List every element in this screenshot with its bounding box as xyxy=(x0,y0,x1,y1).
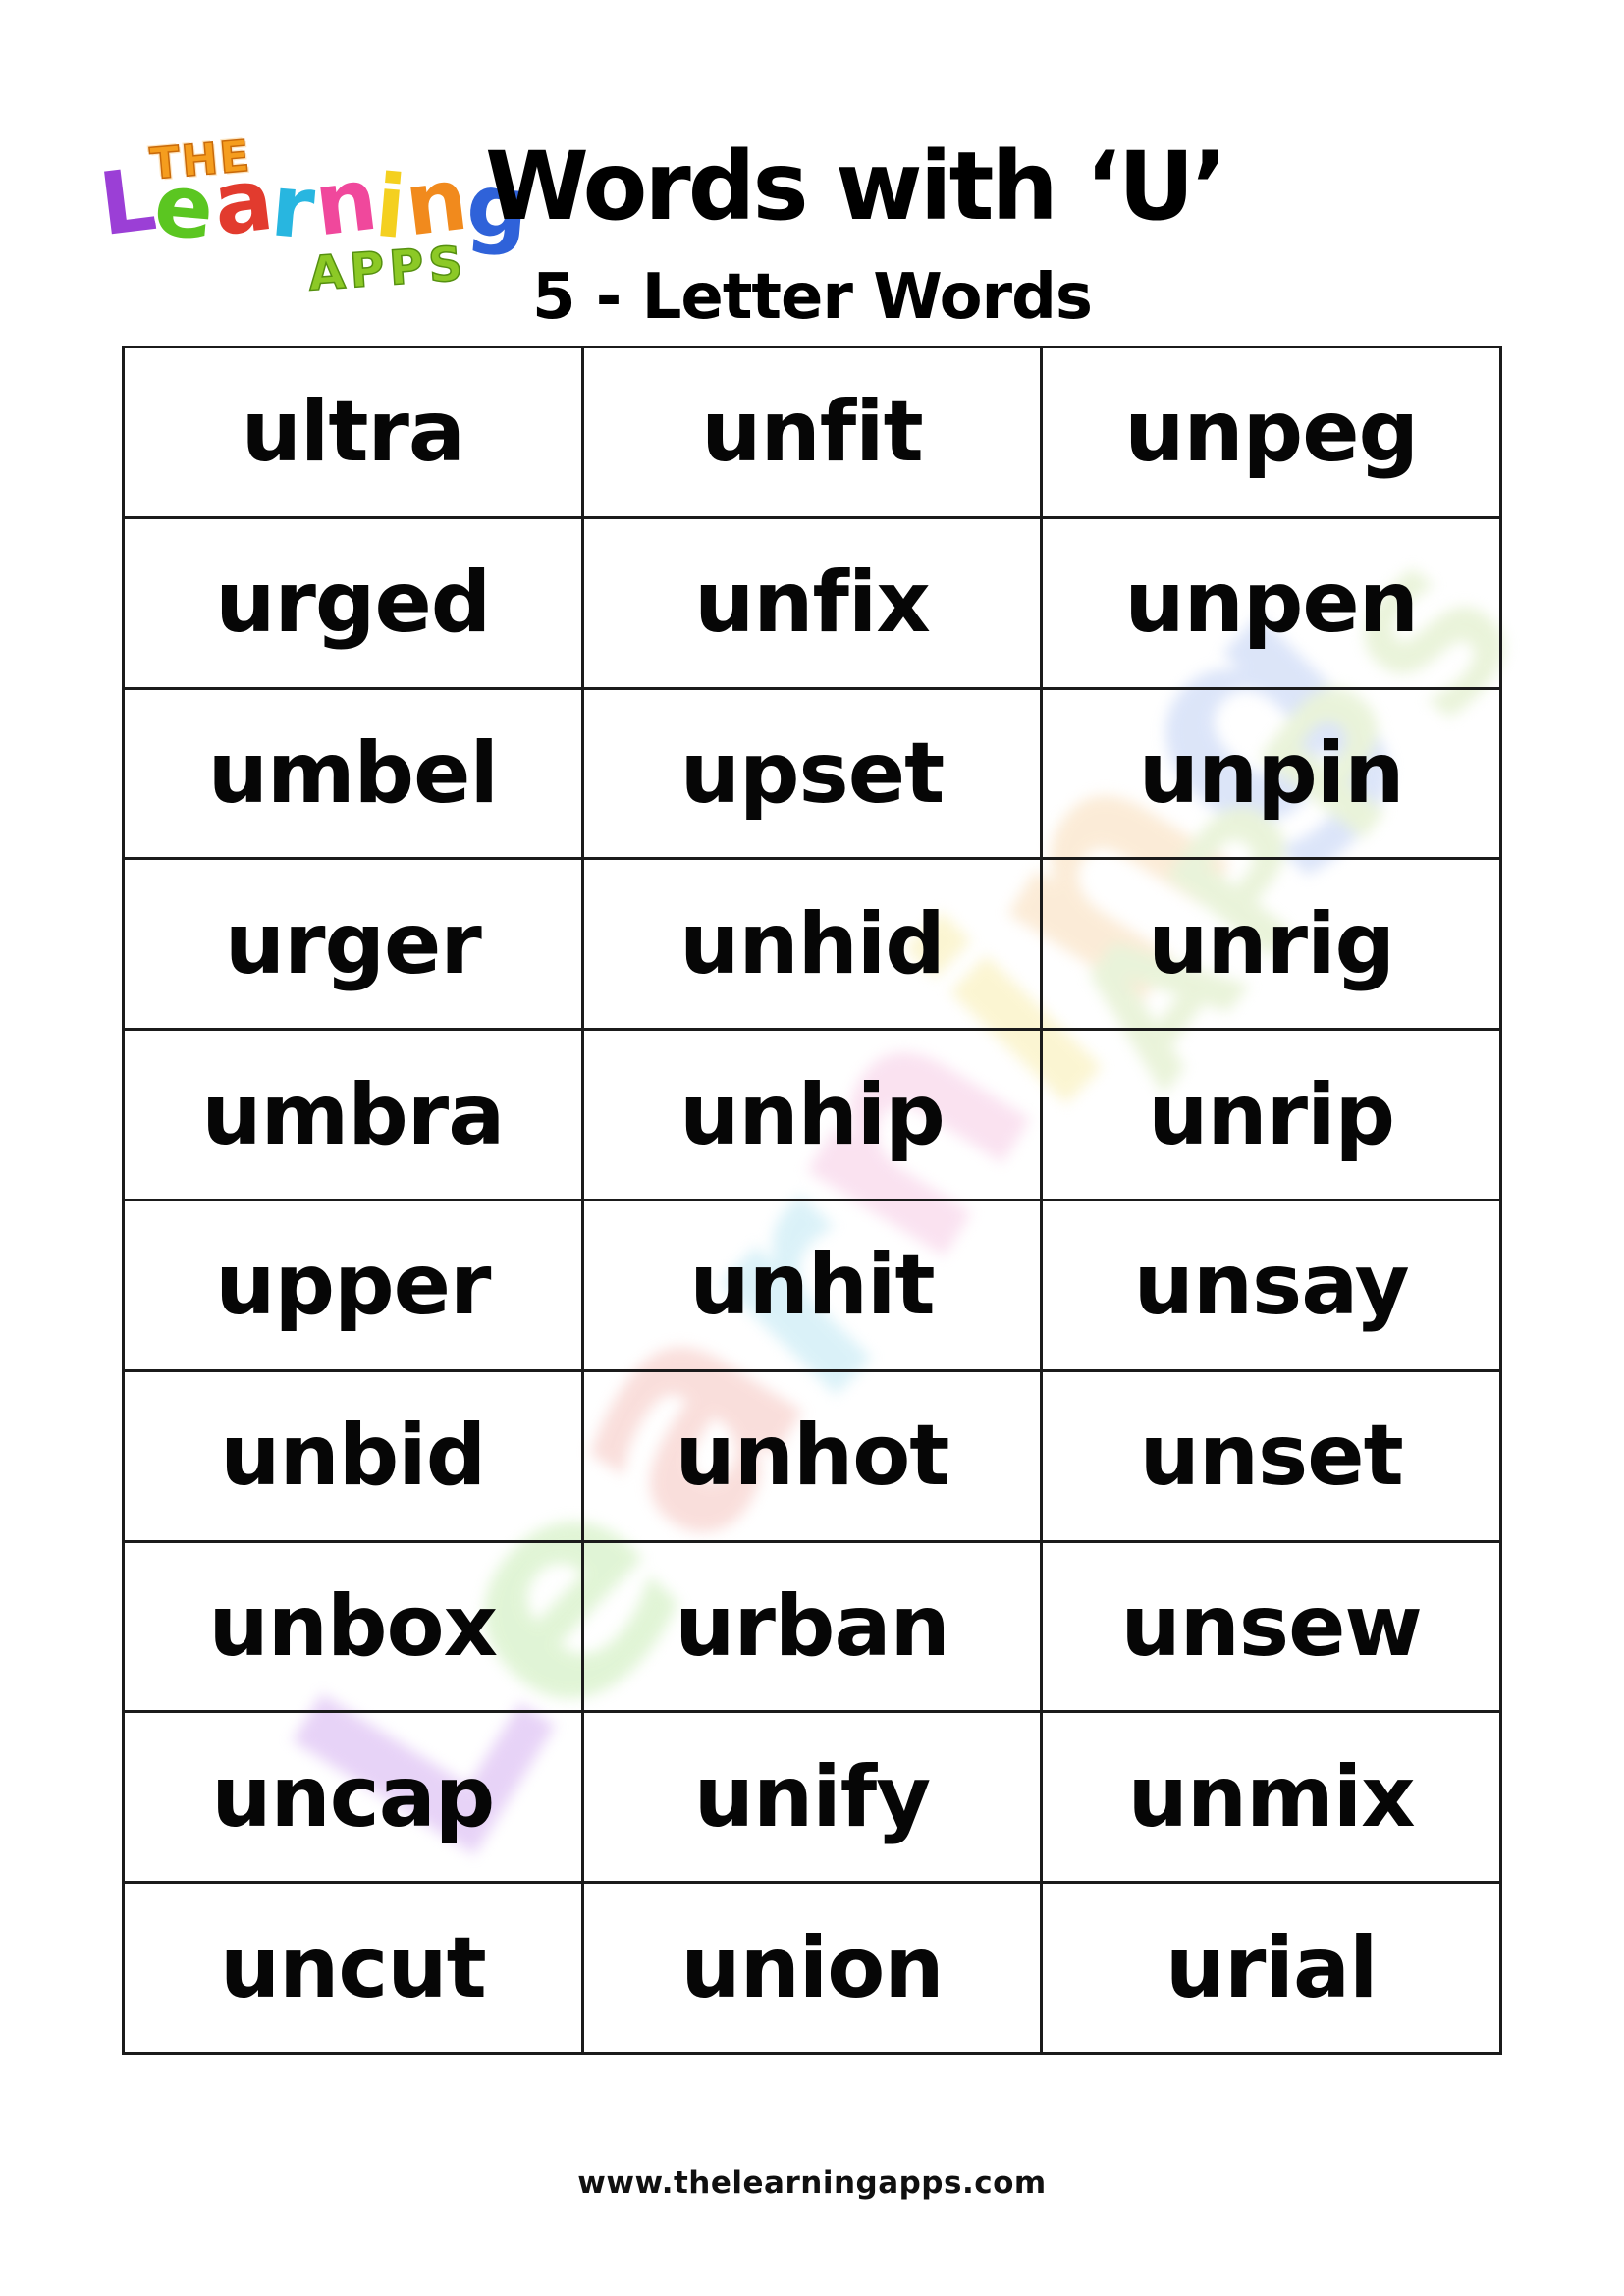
table-row: urged unfix unpen xyxy=(122,515,1502,690)
logo-letter: r xyxy=(267,154,319,259)
word-cell: unpeg xyxy=(1040,346,1502,519)
word-cell: uncut xyxy=(122,1881,584,2055)
word-cell: urban xyxy=(580,1539,1044,1714)
word-cell: ultra xyxy=(122,346,584,519)
word-table-body: ultra unfit unpeg urged unfix unpen umbel upset… xyxy=(122,346,1502,2055)
word-cell: unhid xyxy=(580,857,1044,1032)
logo-letter: a xyxy=(207,147,279,256)
word-cell: unpen xyxy=(1040,515,1502,690)
table-row: upper unhit unsay xyxy=(122,1198,1502,1372)
table-row: uncut union urial xyxy=(122,1881,1502,2055)
logo-letter: L xyxy=(93,147,162,256)
word-cell: unbid xyxy=(122,1368,584,1543)
table-row: umbel upset unpin xyxy=(122,686,1502,861)
word-cell: unify xyxy=(580,1710,1044,1885)
word-cell: unhot xyxy=(580,1368,1044,1543)
word-cell: unset xyxy=(1040,1368,1502,1543)
table-row: urger unhid unrig xyxy=(122,857,1502,1032)
table-row: unbid unhot unset xyxy=(122,1368,1502,1543)
logo-learning-text: Learning xyxy=(94,148,533,260)
website-url: www.thelearningapps.com xyxy=(577,2165,1047,2201)
word-cell: umbel xyxy=(122,686,584,861)
logo-letter: n xyxy=(308,147,383,256)
word-cell: urger xyxy=(122,857,584,1032)
word-cell: urial xyxy=(1040,1881,1502,2055)
logo-letter: n xyxy=(400,147,474,256)
word-cell: unsay xyxy=(1040,1198,1502,1372)
word-cell: unsew xyxy=(1040,1539,1502,1714)
word-cell: upset xyxy=(580,686,1044,861)
page-subtitle: 5 - Letter Words xyxy=(531,261,1093,334)
table-row: ultra unfit unpeg xyxy=(122,346,1502,519)
word-cell: unfix xyxy=(580,515,1044,690)
page-title: Words with ‘U’ xyxy=(485,132,1227,241)
word-cell: unmix xyxy=(1040,1710,1502,1885)
word-cell: unfit xyxy=(580,346,1044,519)
word-cell: unhip xyxy=(580,1028,1044,1201)
word-cell: unrig xyxy=(1040,857,1502,1032)
word-table: ultra unfit unpeg urged unfix unpen umbel upset… xyxy=(122,346,1502,2055)
word-cell: unhit xyxy=(580,1198,1044,1372)
word-cell: umbra xyxy=(122,1028,584,1201)
table-row: umbra unhip unrip xyxy=(122,1028,1502,1201)
word-cell: union xyxy=(580,1881,1044,2055)
word-cell: urged xyxy=(122,515,584,690)
table-row: unbox urban unsew xyxy=(122,1539,1502,1714)
logo-letter: e xyxy=(150,153,218,260)
word-cell: unrip xyxy=(1040,1028,1502,1201)
word-cell: uncap xyxy=(122,1710,584,1885)
table-row: uncap unify unmix xyxy=(122,1710,1502,1885)
word-cell: upper xyxy=(122,1198,584,1372)
word-cell: unpin xyxy=(1040,686,1502,861)
word-cell: unbox xyxy=(122,1539,584,1714)
